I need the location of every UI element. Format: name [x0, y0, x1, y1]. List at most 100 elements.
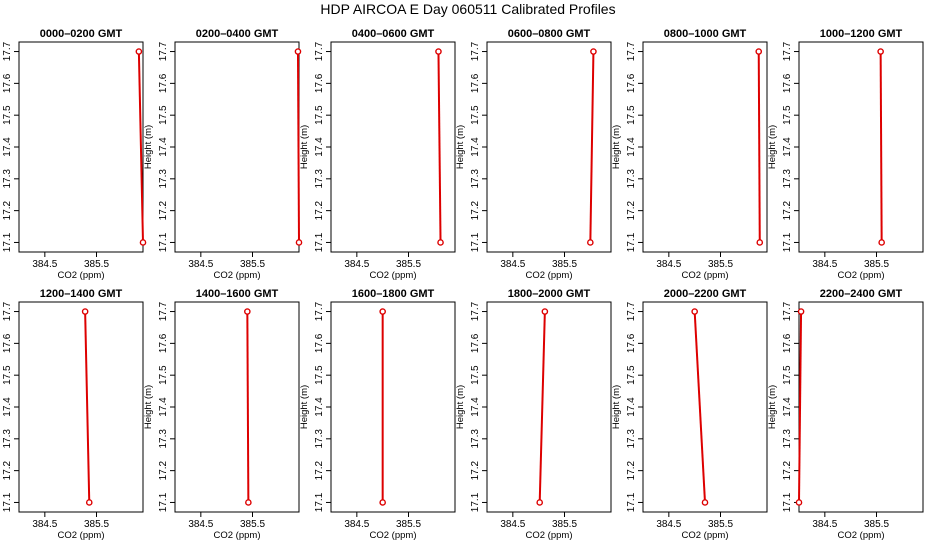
x-tick-label: 384.5 [812, 519, 837, 530]
plot-frame [798, 301, 924, 513]
y-tick-label: 17.2 [470, 200, 481, 220]
y-tick-label: 17.4 [626, 397, 637, 417]
y-tick-label: 17.3 [782, 169, 793, 189]
profile-point [587, 239, 594, 246]
y-tick-label: 17.1 [158, 232, 169, 252]
y-tick-label: 17.7 [314, 301, 325, 321]
panel-title: 1400–1600 GMT [196, 288, 279, 300]
plot-frame [330, 301, 456, 513]
profile-point [755, 48, 763, 55]
x-tick-label: 385.5 [84, 519, 109, 530]
profile-point [691, 308, 698, 315]
y-tick-label: 17.3 [626, 169, 637, 189]
profile-point [878, 239, 885, 246]
y-tick-label: 17.2 [626, 200, 637, 220]
y-tick-label: 17.4 [782, 397, 793, 417]
y-axis-label: Height (m) [143, 125, 154, 169]
y-tick-label: 17.7 [2, 41, 13, 61]
y-tick-label: 17.3 [2, 429, 13, 449]
y-tick-label: 17.5 [314, 365, 325, 385]
y-tick-label: 17.3 [470, 429, 481, 449]
panel-title: 0600–0800 GMT [508, 28, 591, 40]
y-tick-label: 17.3 [2, 169, 13, 189]
y-tick-label: 17.3 [470, 169, 481, 189]
y-tick-label: 17.7 [470, 301, 481, 321]
profile-point [701, 499, 709, 506]
panel-title: 2000–2200 GMT [664, 288, 747, 300]
profile-point [435, 48, 442, 55]
profile-point [294, 48, 302, 55]
x-tick-label: 384.5 [344, 259, 369, 270]
profile-panel: 0200–0400 GMT 384.5 385.5 17.1 17.2 17.3 17.4 1… [143, 28, 303, 281]
y-tick-label: 17.4 [314, 397, 325, 417]
panel-title: 0200–0400 GMT [196, 28, 279, 40]
profile-point [379, 499, 386, 506]
panel-title: 2200–2400 GMT [820, 288, 903, 300]
y-tick-label: 17.6 [470, 73, 481, 93]
y-tick-label: 17.3 [158, 429, 169, 449]
y-axis-label: Height (m) [767, 385, 778, 429]
y-tick-label: 17.2 [470, 460, 481, 480]
x-tick-label: 384.5 [188, 519, 213, 530]
plot-frame [18, 41, 144, 253]
y-tick-label: 17.7 [158, 301, 169, 321]
profile-line [246, 311, 250, 503]
x-axis-label: CO2 (ppm) [526, 270, 573, 281]
y-tick-label: 17.4 [2, 137, 13, 157]
x-tick-label: 385.5 [552, 519, 577, 530]
y-tick-label: 17.3 [782, 429, 793, 449]
figure-title: HDP AIRCOA E Day 060511 Calibrated Profi… [320, 1, 615, 17]
profile-line [137, 51, 144, 243]
profile-point [437, 239, 444, 246]
x-tick-label: 384.5 [812, 259, 837, 270]
plot-frame [18, 301, 144, 513]
y-tick-label: 17.7 [158, 41, 169, 61]
x-axis-label: CO2 (ppm) [214, 530, 261, 540]
y-tick-label: 17.2 [158, 200, 169, 220]
profile-panel: 0400–0600 GMT 384.5 385.5 17.1 17.2 17.3 17.4 1… [299, 28, 456, 281]
x-tick-label: 384.5 [32, 259, 57, 270]
profile-line [589, 51, 595, 243]
y-tick-label: 17.4 [626, 137, 637, 157]
profile-panel: 0600–0800 GMT 384.5 385.5 17.1 17.2 17.3 17.4 1… [455, 28, 612, 281]
y-tick-label: 17.4 [158, 137, 169, 157]
profile-point [536, 499, 544, 506]
profile-point [135, 48, 143, 55]
y-tick-label: 17.6 [314, 333, 325, 353]
y-tick-label: 17.2 [314, 200, 325, 220]
x-tick-label: 384.5 [32, 519, 57, 530]
x-axis-label: CO2 (ppm) [214, 270, 261, 281]
x-tick-label: 385.5 [708, 519, 733, 530]
y-tick-label: 17.4 [2, 397, 13, 417]
y-tick-label: 17.4 [782, 137, 793, 157]
profile-point [590, 48, 597, 55]
profile-panel: 1800–2000 GMT 384.5 385.5 17.1 17.2 17.3 17.4 1… [455, 288, 612, 540]
y-tick-label: 17.7 [626, 301, 637, 321]
y-tick-label: 17.4 [470, 137, 481, 157]
y-tick-label: 17.1 [782, 232, 793, 252]
panel-title: 1000–1200 GMT [820, 28, 903, 40]
x-tick-label: 385.5 [864, 259, 889, 270]
profile-point [756, 239, 764, 246]
x-tick-label: 384.5 [500, 519, 525, 530]
y-tick-label: 17.3 [626, 429, 637, 449]
panel-title: 1600–1800 GMT [352, 288, 435, 300]
x-tick-label: 384.5 [656, 519, 681, 530]
x-tick-label: 384.5 [344, 519, 369, 530]
profile-point [797, 308, 805, 315]
plot-frame [330, 41, 456, 253]
x-tick-label: 384.5 [656, 259, 681, 270]
x-axis-label: CO2 (ppm) [58, 530, 105, 540]
profile-panel: 1000–1200 GMT 384.5 385.5 17.1 17.2 17.3 17.4 1… [767, 28, 924, 281]
x-tick-label: 385.5 [240, 259, 265, 270]
y-tick-label: 17.7 [314, 41, 325, 61]
profile-point [795, 499, 803, 506]
profile-line [693, 311, 706, 503]
y-tick-label: 17.7 [782, 41, 793, 61]
profile-point [541, 308, 549, 315]
y-tick-label: 17.6 [626, 73, 637, 93]
x-axis-label: CO2 (ppm) [370, 270, 417, 281]
x-tick-label: 385.5 [552, 259, 577, 270]
y-tick-label: 17.5 [470, 365, 481, 385]
